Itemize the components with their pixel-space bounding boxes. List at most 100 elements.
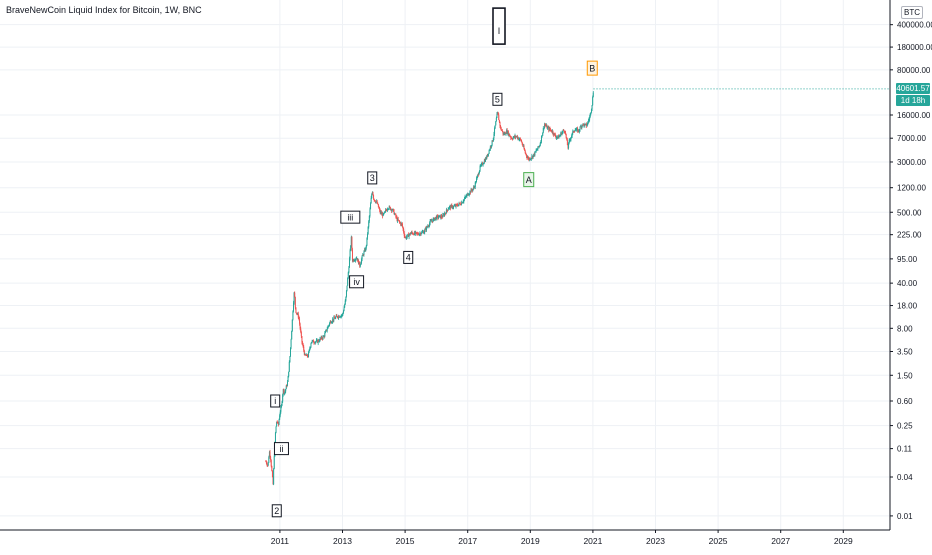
candle-body bbox=[306, 354, 308, 356]
candle-body bbox=[492, 140, 494, 142]
candle-body bbox=[554, 134, 556, 137]
candle-body bbox=[345, 290, 347, 297]
candle-body bbox=[469, 191, 471, 194]
candle-body bbox=[401, 223, 403, 225]
candle-body bbox=[516, 136, 518, 139]
candle-body bbox=[586, 123, 588, 127]
candle-body bbox=[545, 125, 547, 126]
candle-body bbox=[528, 158, 530, 160]
wave-label-a[interactable]: A bbox=[523, 172, 535, 188]
wave-label-5[interactable]: 5 bbox=[492, 92, 503, 106]
candle-body bbox=[283, 392, 285, 394]
candle-body bbox=[563, 130, 565, 132]
wave-label-iv[interactable]: iv bbox=[349, 275, 365, 289]
candle-body bbox=[339, 316, 341, 318]
candle-body bbox=[276, 421, 278, 427]
candle-body bbox=[542, 128, 544, 133]
candle-body bbox=[407, 234, 409, 235]
wave-label-iii[interactable]: iii bbox=[340, 210, 361, 224]
wave-label-box bbox=[349, 275, 365, 289]
wave-label-i[interactable]: I bbox=[492, 7, 506, 45]
candle-body bbox=[471, 190, 473, 191]
candle-body bbox=[404, 237, 406, 239]
candle-body bbox=[506, 130, 508, 134]
x-tick-label: 2019 bbox=[521, 536, 540, 546]
candle-body bbox=[503, 133, 505, 135]
candle-body bbox=[487, 154, 489, 157]
candle-body bbox=[406, 236, 408, 239]
candle-body bbox=[294, 296, 296, 308]
candle-body bbox=[513, 136, 515, 138]
candle-body bbox=[536, 149, 538, 150]
candle-body bbox=[522, 144, 524, 147]
candle-body bbox=[336, 316, 338, 318]
candle-body bbox=[584, 124, 586, 126]
candle-body bbox=[543, 127, 545, 129]
candle-body bbox=[460, 202, 462, 205]
candle-body bbox=[366, 237, 368, 246]
wave-label-box bbox=[271, 504, 282, 518]
candle-body bbox=[271, 470, 273, 477]
wave-label-3[interactable]: 3 bbox=[367, 171, 378, 185]
candle-body bbox=[315, 340, 317, 342]
candle-body bbox=[285, 385, 287, 390]
currency-badge[interactable]: BTC bbox=[901, 6, 923, 19]
candle-body bbox=[531, 155, 533, 158]
candle-body bbox=[493, 133, 495, 138]
candle-body bbox=[449, 205, 451, 207]
candle-body bbox=[277, 422, 279, 424]
candle-body bbox=[289, 356, 291, 363]
y-tick-label: 1.50 bbox=[897, 371, 913, 380]
candle-body bbox=[350, 245, 352, 251]
candle-body bbox=[384, 211, 386, 212]
candle-body bbox=[317, 340, 319, 343]
candle-body bbox=[371, 192, 373, 195]
candle-body bbox=[520, 139, 522, 141]
candle-body bbox=[391, 209, 393, 211]
candle-body bbox=[592, 97, 594, 106]
candle-body bbox=[498, 115, 500, 121]
candle-body bbox=[279, 415, 281, 420]
wave-label-box bbox=[367, 171, 378, 185]
candle-body bbox=[566, 139, 568, 146]
wave-label-4[interactable]: 4 bbox=[403, 250, 414, 264]
candle-body bbox=[350, 237, 352, 246]
candle-body bbox=[388, 206, 390, 209]
candle-body bbox=[327, 326, 329, 329]
candle-body bbox=[489, 146, 491, 150]
candle-body bbox=[500, 125, 502, 128]
candle-body bbox=[386, 210, 388, 211]
candle-body bbox=[345, 296, 347, 301]
candle-body bbox=[338, 315, 340, 318]
candle-body bbox=[380, 212, 382, 214]
candle-body bbox=[507, 131, 509, 134]
candle-body bbox=[266, 463, 268, 466]
candle-body bbox=[418, 233, 420, 236]
candle-body bbox=[587, 121, 589, 125]
candle-body bbox=[569, 139, 571, 141]
wave-label-b[interactable]: B bbox=[586, 60, 598, 76]
candle-body bbox=[297, 313, 299, 315]
candle-body bbox=[446, 209, 448, 211]
candle-body bbox=[286, 381, 288, 386]
candle-body bbox=[439, 215, 441, 217]
candle-body bbox=[349, 250, 351, 259]
candle-body bbox=[538, 146, 540, 147]
candle-body bbox=[497, 111, 499, 114]
candle-body bbox=[480, 165, 482, 167]
candle-body bbox=[462, 201, 464, 203]
candle-body bbox=[410, 233, 412, 235]
x-tick-label: 2021 bbox=[583, 536, 602, 546]
wave-label-2[interactable]: 2 bbox=[271, 504, 282, 518]
wave-label-ii[interactable]: ii bbox=[273, 442, 289, 456]
candle-body bbox=[506, 130, 508, 134]
candle-body bbox=[443, 214, 445, 216]
candle-body bbox=[426, 226, 428, 230]
candle-body bbox=[473, 187, 475, 189]
candle-body bbox=[505, 133, 507, 135]
wave-label-i[interactable]: i bbox=[270, 394, 281, 408]
candle-body bbox=[424, 228, 426, 230]
